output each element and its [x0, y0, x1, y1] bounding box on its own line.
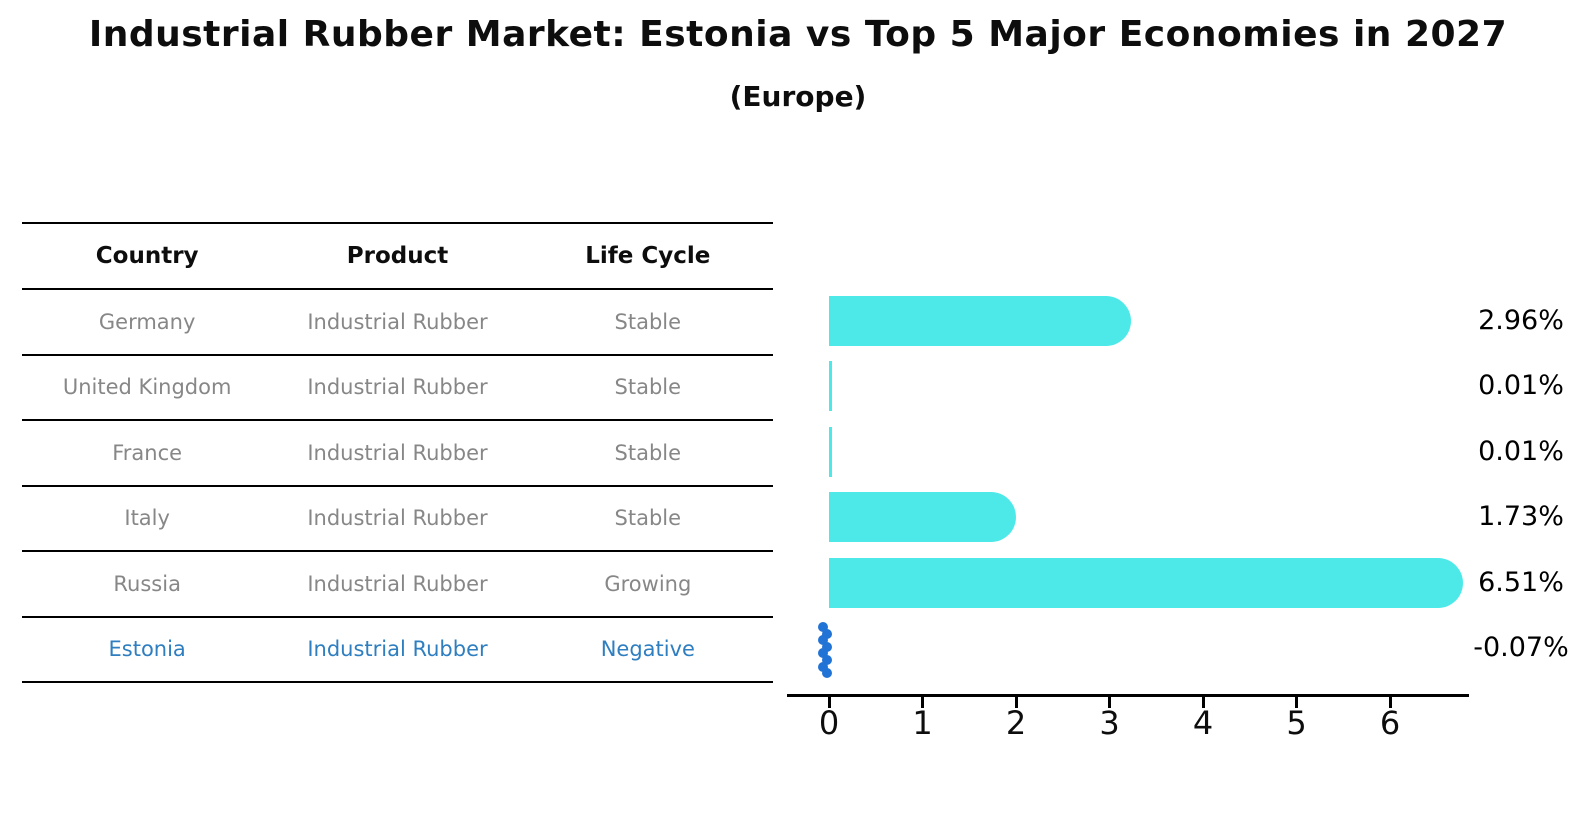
x-tick-label-0: 0 [818, 704, 840, 742]
marker-dot [822, 641, 833, 652]
cell-lifecycle: Stable [614, 440, 682, 465]
marker-dot [822, 628, 833, 639]
value-label-germany: 2.96% [1478, 305, 1564, 336]
marker-dot [822, 668, 833, 679]
column-header-country: Country [95, 243, 199, 269]
cell-country: Italy [124, 506, 170, 531]
cell-lifecycle: Stable [614, 309, 682, 334]
bar-russia [829, 558, 1463, 608]
cell-country: Estonia [108, 637, 186, 662]
cell-product: Industrial Rubber [307, 506, 488, 531]
marker-dot [818, 661, 829, 672]
x-tick-label-2: 2 [1005, 704, 1027, 742]
table-row-italy: Italy Industrial Rubber Stable [22, 487, 773, 552]
cell-product: Industrial Rubber [307, 309, 488, 334]
marker-dot [822, 655, 833, 665]
x-tick-mark [827, 697, 831, 708]
value-label-france: 0.01% [1478, 436, 1564, 467]
table-row-estonia: Estonia Industrial Rubber Negative [22, 618, 773, 683]
table-row-russia: Russia Industrial Rubber Growing [22, 552, 773, 618]
marker-dot [818, 622, 829, 632]
x-tick-mark [1388, 697, 1392, 708]
x-tick-label-4: 4 [1192, 704, 1214, 742]
x-tick-label-1: 1 [912, 704, 933, 742]
cell-lifecycle: Negative [600, 637, 695, 662]
value-label-italy: 1.73% [1478, 501, 1564, 532]
x-tick-label-6: 6 [1379, 704, 1401, 742]
cell-product: Industrial Rubber [307, 375, 488, 400]
cell-lifecycle: Stable [614, 375, 682, 400]
column-header-lifecycle: Life Cycle [585, 243, 711, 269]
value-label-united-kingdom: 0.01% [1478, 370, 1564, 401]
x-tick-mark [1108, 697, 1111, 708]
x-tick-mark [1014, 697, 1018, 708]
table-row-united-kingdom: United Kingdom Industrial Rubber Stable [22, 356, 773, 421]
chart-title: Industrial Rubber Market: Estonia vs Top… [88, 14, 1508, 55]
cell-country: United Kingdom [62, 375, 232, 400]
x-axis-line [787, 694, 1469, 697]
x-tick-label-5: 5 [1286, 704, 1307, 742]
x-tick-mark [1295, 697, 1298, 708]
bar-united-kingdom [829, 361, 832, 411]
table-row-france: France Industrial Rubber Stable [22, 421, 773, 487]
cell-country: France [112, 440, 183, 465]
negative-bar-marker-estonia [818, 622, 833, 679]
x-tick-mark [921, 697, 924, 708]
country-table: Country Product Life Cycle Germany Indus… [22, 222, 773, 683]
table-row-germany: Germany Industrial Rubber Stable [22, 290, 773, 356]
bar-italy [829, 492, 1016, 542]
cell-lifecycle: Growing [604, 571, 692, 596]
column-header-product: Product [346, 243, 449, 269]
marker-dot [818, 648, 829, 659]
cell-product: Industrial Rubber [307, 637, 488, 662]
bar-france [829, 427, 832, 477]
table-header-row: Country Product Life Cycle [22, 222, 773, 290]
cell-product: Industrial Rubber [307, 571, 488, 596]
cell-country: Russia [113, 571, 181, 596]
chart-subtitle: (Europe) [729, 80, 867, 113]
marker-dot [818, 635, 829, 646]
cell-lifecycle: Stable [614, 506, 682, 531]
cell-country: Germany [98, 309, 196, 334]
cell-product: Industrial Rubber [307, 440, 488, 465]
value-label-russia: 6.51% [1478, 567, 1564, 598]
bar-germany [829, 296, 1131, 346]
value-label-estonia: -0.07% [1473, 632, 1569, 663]
x-tick-label-3: 3 [1099, 704, 1120, 742]
x-tick-mark [1201, 697, 1205, 708]
